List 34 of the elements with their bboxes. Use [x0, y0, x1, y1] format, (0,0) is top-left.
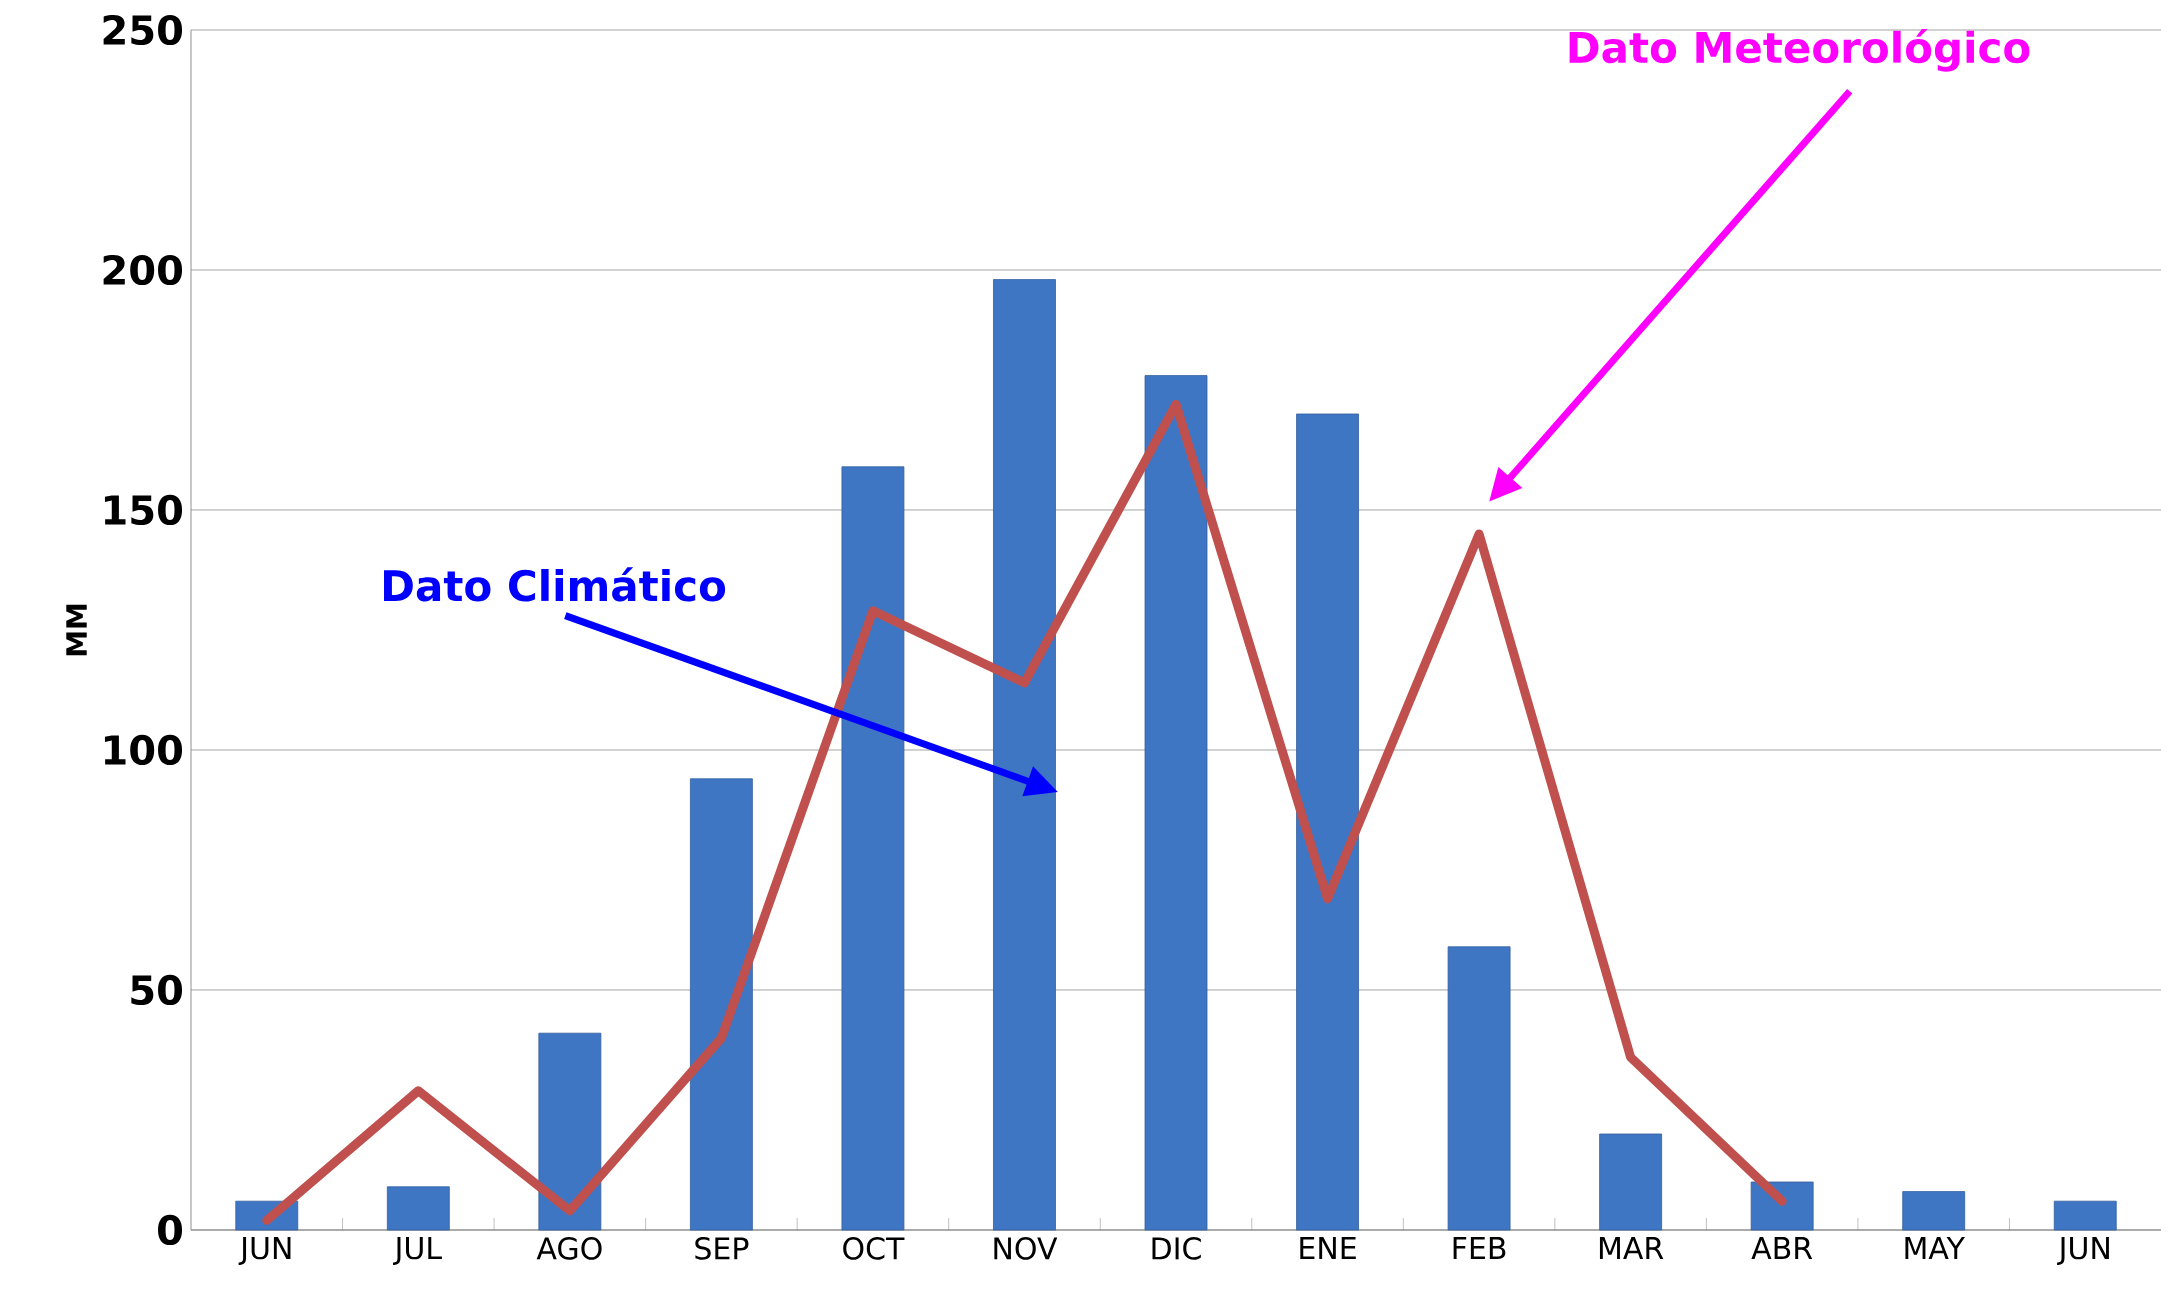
bar — [1599, 1133, 1663, 1231]
bar — [1447, 946, 1511, 1231]
y-tick-label: 250 — [103, 14, 183, 46]
bar — [538, 1032, 602, 1231]
bar — [841, 466, 905, 1231]
bar — [1144, 375, 1208, 1231]
x-tick-label: SEP — [695, 1237, 749, 1260]
y-axis-title: MM — [66, 604, 87, 656]
x-tick-label: AGO — [536, 1237, 602, 1260]
x-tick-label: MAY — [1905, 1237, 1965, 1259]
x-tick-label: OCT — [843, 1237, 905, 1260]
y-tick-label: 100 — [104, 734, 183, 766]
x-tick-label: NOV — [994, 1237, 1058, 1260]
bar — [690, 778, 753, 1231]
x-tick-label: JUL — [393, 1237, 442, 1265]
bar — [2053, 1200, 2117, 1231]
bar — [1902, 1191, 1966, 1231]
y-tick-label: 150 — [104, 494, 183, 526]
bar — [993, 279, 1056, 1231]
bar — [386, 1186, 450, 1231]
annotation: Dato Meteorológico — [1569, 29, 2030, 72]
annotation: Dato Climático — [384, 567, 726, 602]
x-tick-label: JUN — [238, 1237, 291, 1265]
y-tick-label: 0 — [158, 1214, 183, 1246]
x-tick-label: FEB — [1453, 1237, 1506, 1259]
y-tick-label: 50 — [131, 974, 183, 1006]
x-tick-label: JUN — [2057, 1237, 2109, 1265]
x-tick-label: MAR — [1599, 1237, 1664, 1259]
bar — [1296, 413, 1359, 1231]
y-tick-label: 200 — [103, 254, 183, 286]
x-tick-label: ENE — [1300, 1237, 1356, 1259]
x-tick-label: ABR — [1751, 1237, 1813, 1259]
bar — [1750, 1181, 1814, 1231]
x-tick-label: DIC — [1152, 1237, 1201, 1260]
